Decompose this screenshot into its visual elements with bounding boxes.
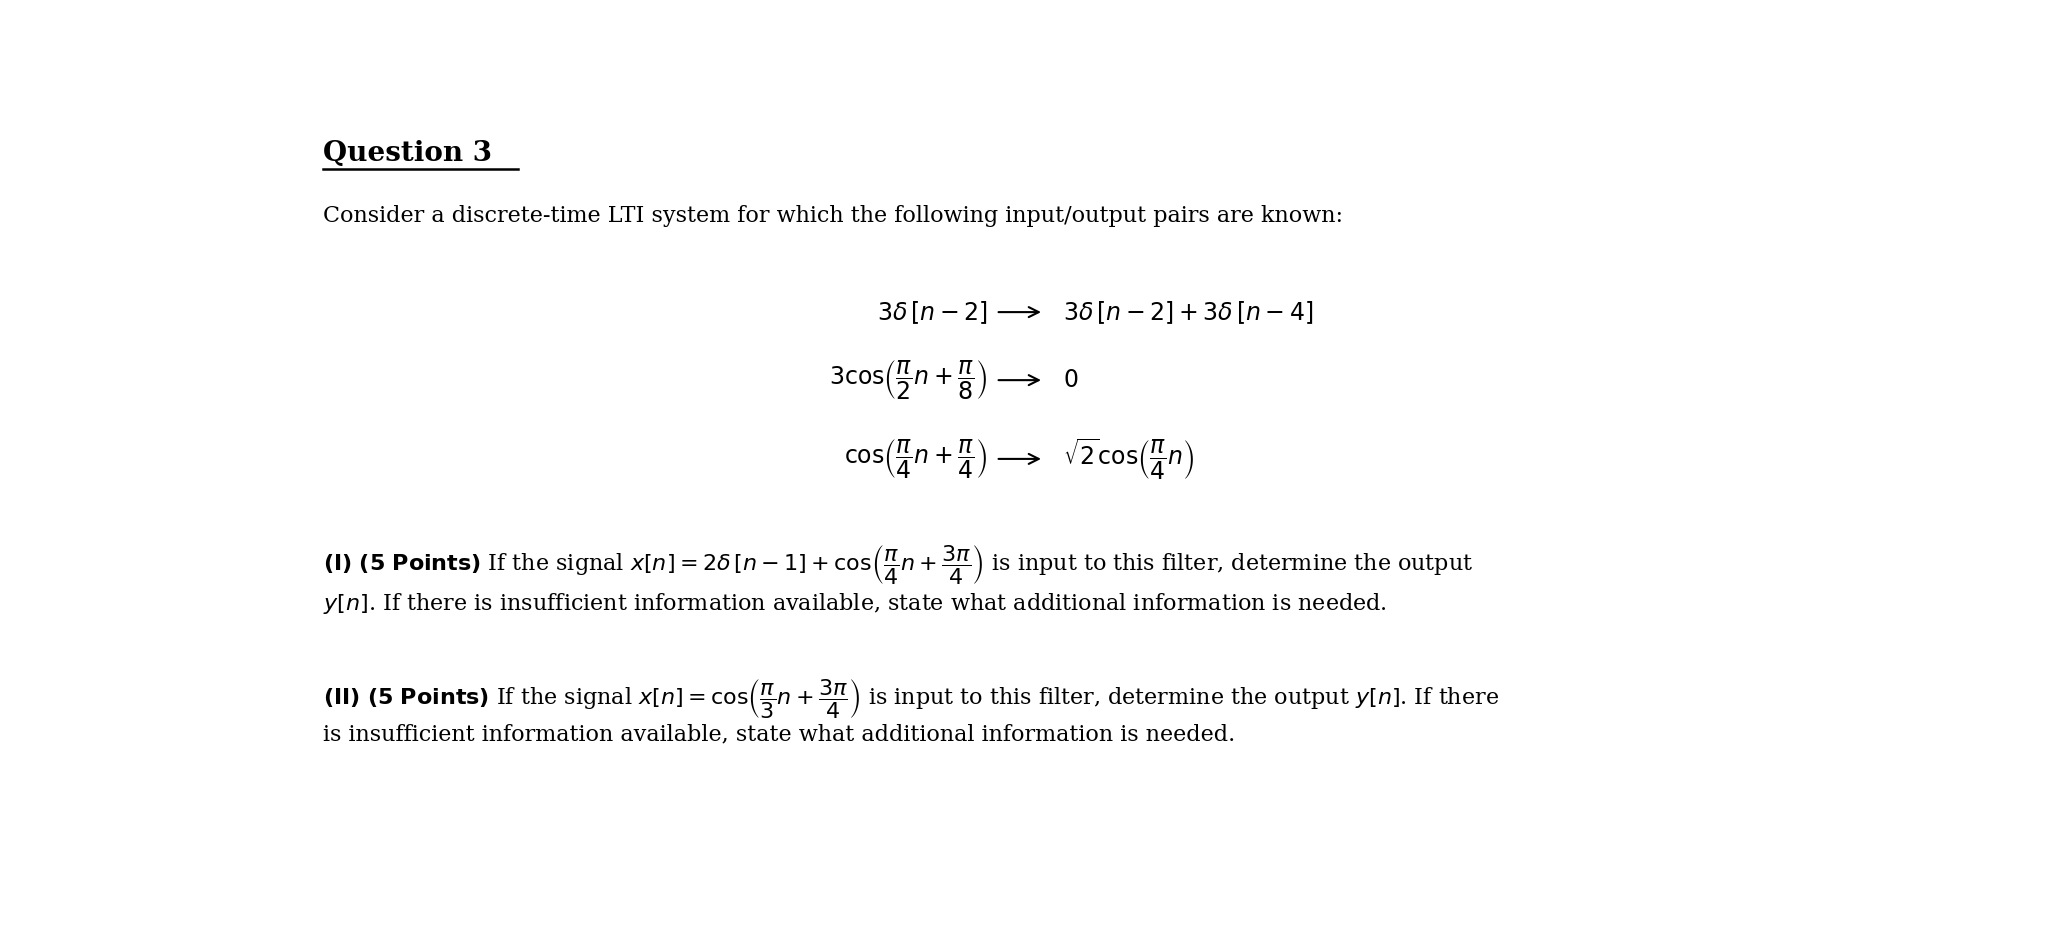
Text: $\cos\!\left(\dfrac{\pi}{4}n+\dfrac{\pi}{4}\right)$: $\cos\!\left(\dfrac{\pi}{4}n+\dfrac{\pi}… bbox=[844, 437, 989, 481]
Text: $3\cos\!\left(\dfrac{\pi}{2}n+\dfrac{\pi}{8}\right)$: $3\cos\!\left(\dfrac{\pi}{2}n+\dfrac{\pi… bbox=[829, 358, 989, 402]
Text: is insufficient information available, state what additional information is need: is insufficient information available, s… bbox=[323, 724, 1235, 746]
Text: $y[n]$. If there is insufficient information available, state what additional in: $y[n]$. If there is insufficient informa… bbox=[323, 591, 1386, 617]
Text: $3\delta\,[n-2]+3\delta\,[n-4]$: $3\delta\,[n-2]+3\delta\,[n-4]$ bbox=[1063, 299, 1313, 326]
Text: Question 3: Question 3 bbox=[323, 140, 492, 167]
Text: $\mathbf{(I)\ (5\ Points)}$ If the signal $x[n]=2\delta\,[n-1]+\cos\!\left(\dfra: $\mathbf{(I)\ (5\ Points)}$ If the signa… bbox=[323, 543, 1472, 586]
Text: $\mathbf{(II)\ (5\ Points)}$ If the signal $x[n]=\cos\!\left(\dfrac{\pi}{3}n+\df: $\mathbf{(II)\ (5\ Points)}$ If the sign… bbox=[323, 677, 1499, 721]
Text: Consider a discrete-time LTI system for which the following input/output pairs a: Consider a discrete-time LTI system for … bbox=[323, 205, 1342, 227]
Text: $0$: $0$ bbox=[1063, 368, 1077, 392]
Text: $3\delta\,[n-2]$: $3\delta\,[n-2]$ bbox=[877, 299, 989, 326]
Text: $\sqrt{2}\cos\!\left(\dfrac{\pi}{4}n\right)$: $\sqrt{2}\cos\!\left(\dfrac{\pi}{4}n\rig… bbox=[1063, 436, 1195, 482]
